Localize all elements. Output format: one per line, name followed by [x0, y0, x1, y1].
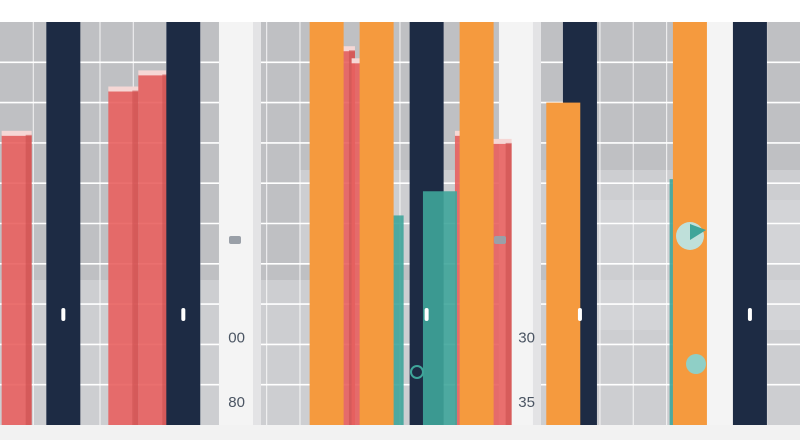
bar-navy-4 — [732, 22, 767, 425]
bar-navy-1 — [166, 22, 201, 425]
bar-shade — [132, 90, 139, 425]
top-border — [0, 0, 800, 6]
bar-shade — [162, 74, 169, 425]
bar-cap — [481, 138, 512, 144]
bar-shade — [25, 134, 32, 425]
arrow-marker — [690, 224, 706, 240]
data-labels: 00 80 30 35 — [228, 329, 535, 410]
bar-orange-0 — [309, 22, 344, 425]
bar-marker — [747, 308, 752, 321]
bar-badge — [494, 236, 506, 244]
bar-markers — [61, 222, 752, 379]
data-label-0: 00 — [228, 329, 245, 346]
bar-badge — [229, 236, 241, 244]
bar-marker — [577, 308, 582, 321]
bar-teal-1 — [422, 191, 457, 425]
data-label-2: 30 — [518, 329, 535, 346]
bar-shade — [505, 142, 512, 425]
bar-shade — [252, 22, 261, 425]
bar-marker — [181, 308, 186, 321]
series-orange — [309, 22, 707, 425]
bottom-border — [0, 425, 800, 440]
bar-cap — [1, 130, 32, 136]
bar-orange-3 — [546, 102, 581, 425]
data-label-1: 80 — [228, 394, 245, 411]
dot-marker — [686, 354, 706, 374]
data-label-3: 35 — [518, 394, 535, 411]
bar-marker — [424, 308, 429, 321]
bar-shade — [532, 22, 541, 425]
bar-cap — [138, 70, 169, 76]
bar-orange-1 — [359, 22, 394, 425]
bar-marker — [61, 308, 66, 321]
bar-cap — [108, 86, 139, 92]
bar-navy-0 — [46, 22, 81, 425]
bar-orange-2 — [459, 22, 494, 425]
circle-marker — [410, 365, 424, 379]
